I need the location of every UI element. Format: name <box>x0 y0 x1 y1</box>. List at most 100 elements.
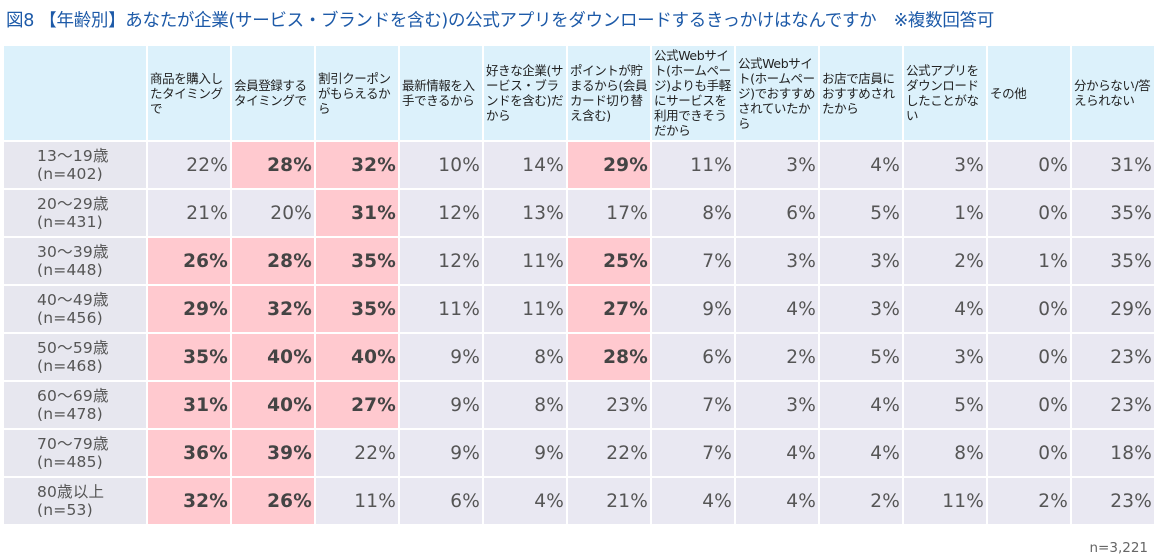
column-header: 公式Webサイト(ホームページ)でおすすめされていたから <box>736 46 818 140</box>
value-cell: 4% <box>820 430 902 476</box>
highlighted-value-cell: 32% <box>316 142 398 188</box>
value-cell: 21% <box>148 190 230 236</box>
header-row: 商品を購入したタイミングで 会員登録するタイミングで 割引クーポンがもらえるから 最新… <box>4 46 1154 140</box>
value-cell: 29% <box>1072 286 1154 332</box>
value-cell: 35% <box>1072 238 1154 284</box>
value-cell: 31% <box>1072 142 1154 188</box>
value-cell: 18% <box>1072 430 1154 476</box>
header-corner <box>4 46 146 140</box>
highlighted-value-cell: 26% <box>148 238 230 284</box>
highlighted-value-cell: 35% <box>316 286 398 332</box>
row-label: 60〜69歳 (n=478) <box>4 382 146 428</box>
column-header: お店で店員におすすめされたから <box>820 46 902 140</box>
row-label: 80歳以上 (n=53) <box>4 478 146 524</box>
row-label: 70〜79歳 (n=485) <box>4 430 146 476</box>
value-cell: 0% <box>988 286 1070 332</box>
highlighted-value-cell: 35% <box>148 334 230 380</box>
value-cell: 2% <box>904 238 986 284</box>
value-cell: 8% <box>652 190 734 236</box>
value-cell: 1% <box>988 238 1070 284</box>
column-header: 公式Webサイト(ホームページ)よりも手軽にサービスを利用できそうだから <box>652 46 734 140</box>
sample-size: (n=402) <box>37 165 103 183</box>
value-cell: 13% <box>484 190 566 236</box>
value-cell: 11% <box>652 142 734 188</box>
value-cell: 23% <box>1072 478 1154 524</box>
value-cell: 23% <box>1072 334 1154 380</box>
table-row: 20〜29歳 (n=431) 21% 20% 31% 12% 13% 17% 8% 6% 5% 1% 0… <box>4 190 1154 236</box>
age-group: 80歳以上 <box>37 483 105 501</box>
sample-size: (n=53) <box>37 501 93 519</box>
value-cell: 10% <box>400 142 482 188</box>
value-cell: 11% <box>484 286 566 332</box>
table-row: 13〜19歳 (n=402) 22% 28% 32% 10% 14% 29% 11% 3% 4% 3%… <box>4 142 1154 188</box>
value-cell: 8% <box>904 430 986 476</box>
highlighted-value-cell: 28% <box>232 142 314 188</box>
table-body: 13〜19歳 (n=402) 22% 28% 32% 10% 14% 29% 11% 3% 4% 3%… <box>4 142 1154 524</box>
table-row: 50〜59歳 (n=468) 35% 40% 40% 9% 8% 28% 6% 2% 5% 3% 0% 2… <box>4 334 1154 380</box>
sample-size-note: n=3,221 <box>1089 540 1148 556</box>
value-cell: 12% <box>400 238 482 284</box>
value-cell: 2% <box>736 334 818 380</box>
value-cell: 4% <box>736 430 818 476</box>
value-cell: 2% <box>820 478 902 524</box>
value-cell: 4% <box>736 478 818 524</box>
value-cell: 9% <box>652 286 734 332</box>
row-label: 40〜49歳 (n=456) <box>4 286 146 332</box>
value-cell: 11% <box>904 478 986 524</box>
age-group: 60〜69歳 <box>37 387 109 405</box>
sample-size: (n=431) <box>37 213 103 231</box>
highlighted-value-cell: 36% <box>148 430 230 476</box>
table-row: 80歳以上 (n=53) 32% 26% 11% 6% 4% 21% 4% 4% 2% 11% 2% 23… <box>4 478 1154 524</box>
highlighted-value-cell: 35% <box>316 238 398 284</box>
age-group: 13〜19歳 <box>37 147 109 165</box>
value-cell: 4% <box>652 478 734 524</box>
value-cell: 3% <box>736 238 818 284</box>
sample-size: (n=478) <box>37 405 103 423</box>
age-group: 40〜49歳 <box>37 291 109 309</box>
column-header: 最新情報を入手できるから <box>400 46 482 140</box>
value-cell: 22% <box>568 430 650 476</box>
column-header: 割引クーポンがもらえるから <box>316 46 398 140</box>
value-cell: 0% <box>988 382 1070 428</box>
table-row: 60〜69歳 (n=478) 31% 40% 27% 9% 8% 23% 7% 3% 4% 5% 0% 2… <box>4 382 1154 428</box>
value-cell: 17% <box>568 190 650 236</box>
value-cell: 23% <box>568 382 650 428</box>
value-cell: 11% <box>316 478 398 524</box>
highlighted-value-cell: 27% <box>568 286 650 332</box>
highlighted-value-cell: 27% <box>316 382 398 428</box>
value-cell: 7% <box>652 238 734 284</box>
row-label: 13〜19歳 (n=402) <box>4 142 146 188</box>
value-cell: 6% <box>400 478 482 524</box>
value-cell: 22% <box>316 430 398 476</box>
value-cell: 7% <box>652 430 734 476</box>
value-cell: 8% <box>484 382 566 428</box>
column-header: 好きな企業(サービス・ブランドを含む)だから <box>484 46 566 140</box>
age-group: 30〜39歳 <box>37 243 109 261</box>
highlighted-value-cell: 26% <box>232 478 314 524</box>
value-cell: 21% <box>568 478 650 524</box>
table-row: 40〜49歳 (n=456) 29% 32% 35% 11% 11% 27% 9% 4% 3% 4% 0… <box>4 286 1154 332</box>
value-cell: 1% <box>904 190 986 236</box>
row-label: 30〜39歳 (n=448) <box>4 238 146 284</box>
value-cell: 6% <box>652 334 734 380</box>
row-label: 50〜59歳 (n=468) <box>4 334 146 380</box>
value-cell: 7% <box>652 382 734 428</box>
sample-size: (n=468) <box>37 357 103 375</box>
value-cell: 3% <box>736 382 818 428</box>
value-cell: 14% <box>484 142 566 188</box>
age-group: 50〜59歳 <box>37 339 109 357</box>
column-header: その他 <box>988 46 1070 140</box>
value-cell: 4% <box>736 286 818 332</box>
value-cell: 4% <box>904 286 986 332</box>
table-row: 70〜79歳 (n=485) 36% 39% 22% 9% 9% 22% 7% 4% 4% 8% 0% 1… <box>4 430 1154 476</box>
value-cell: 3% <box>736 142 818 188</box>
value-cell: 6% <box>736 190 818 236</box>
data-table: 商品を購入したタイミングで 会員登録するタイミングで 割引クーポンがもらえるから 最新… <box>2 44 1154 526</box>
age-group: 20〜29歳 <box>37 195 109 213</box>
value-cell: 11% <box>484 238 566 284</box>
value-cell: 0% <box>988 142 1070 188</box>
value-cell: 20% <box>232 190 314 236</box>
highlighted-value-cell: 29% <box>568 142 650 188</box>
highlighted-value-cell: 31% <box>148 382 230 428</box>
value-cell: 3% <box>820 286 902 332</box>
